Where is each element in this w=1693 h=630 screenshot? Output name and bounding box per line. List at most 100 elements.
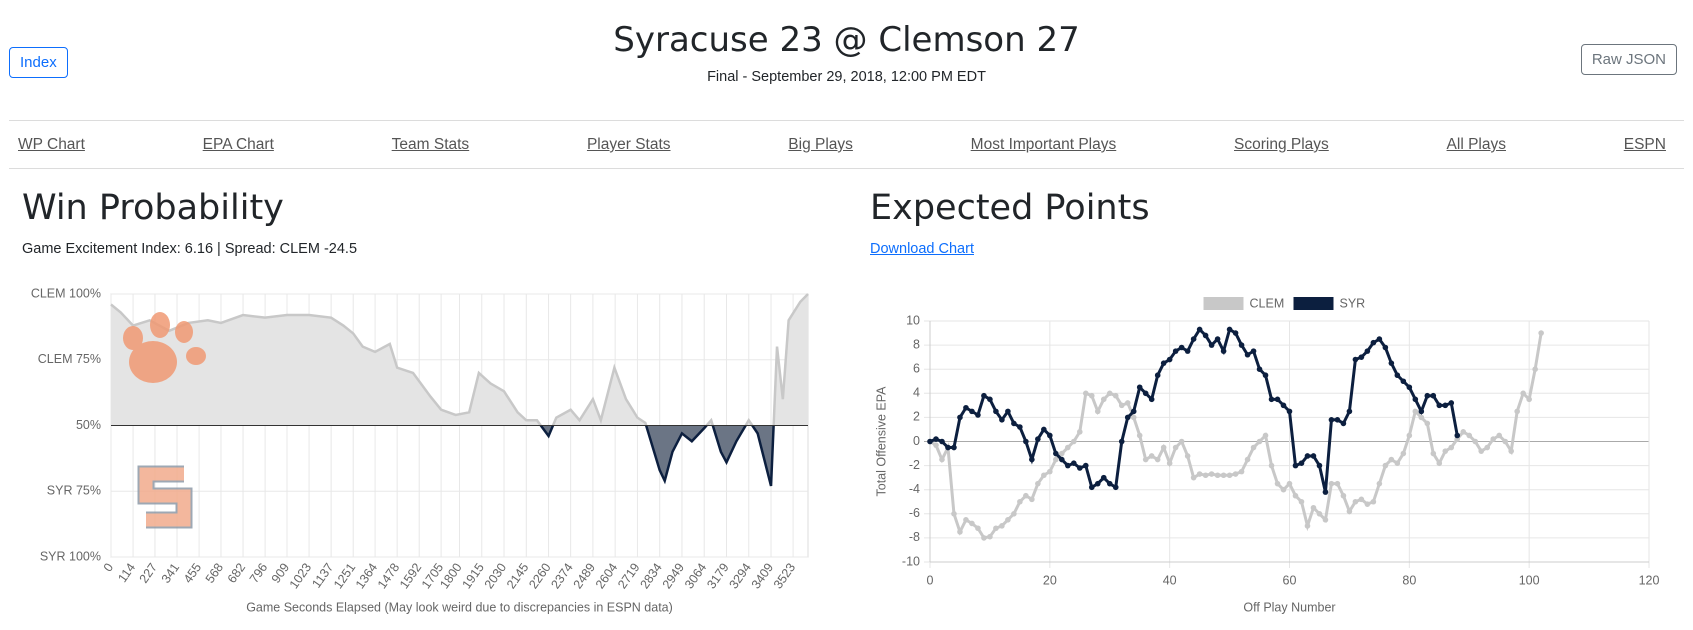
point — [1047, 432, 1053, 439]
x-tick-label: 3409 — [749, 561, 776, 592]
point — [963, 404, 969, 411]
x-tick-label: 1251 — [331, 561, 358, 592]
x-tick-label: 2834 — [637, 561, 664, 592]
point — [1202, 472, 1209, 479]
point — [987, 533, 993, 540]
nav-link[interactable]: Scoring Plays — [1234, 136, 1329, 153]
x-tick-label: 1915 — [460, 561, 487, 592]
point — [1280, 486, 1287, 493]
point — [1011, 511, 1017, 517]
point — [1262, 432, 1269, 439]
point — [1184, 453, 1191, 459]
point — [1220, 348, 1227, 354]
point — [1065, 462, 1071, 469]
raw-json-button[interactable]: Raw JSON — [1580, 44, 1677, 75]
point — [1071, 438, 1077, 445]
x-tick-label: 3523 — [771, 561, 798, 592]
point — [1394, 460, 1401, 466]
point — [1412, 408, 1419, 415]
nav-link[interactable]: Most Important Plays — [970, 136, 1117, 153]
point — [975, 525, 981, 532]
legend-label: CLEM — [1250, 296, 1285, 310]
x-tick-label: 1592 — [397, 561, 424, 592]
point — [1292, 462, 1299, 469]
nav-link[interactable]: Big Plays — [788, 136, 853, 153]
point — [945, 444, 951, 451]
point — [1166, 460, 1173, 466]
nav-link[interactable]: WP Chart — [18, 136, 85, 153]
point — [1502, 438, 1508, 445]
point — [1029, 496, 1035, 503]
x-axis-title: Game Seconds Elapsed (May look weird due… — [246, 600, 673, 614]
point — [1424, 392, 1431, 399]
clemson-paw — [129, 341, 177, 383]
x-tick-label: 2949 — [660, 561, 687, 592]
point — [1274, 480, 1281, 487]
point — [1334, 480, 1341, 487]
x-tick-label: 2030 — [482, 561, 509, 592]
point — [1448, 400, 1455, 406]
y-tick-label: 8 — [913, 337, 920, 351]
point — [1460, 429, 1467, 435]
point — [1412, 396, 1419, 403]
point — [1256, 366, 1263, 372]
nav-link[interactable]: ESPN — [1623, 136, 1666, 153]
point — [1406, 432, 1413, 439]
point — [1298, 498, 1305, 505]
y-tick-label: -10 — [902, 554, 920, 568]
x-tick-label: 3294 — [726, 561, 753, 592]
point — [1406, 384, 1413, 391]
point — [1250, 348, 1257, 354]
point — [1466, 432, 1473, 439]
point — [1310, 504, 1317, 511]
index-button[interactable]: Index — [9, 47, 68, 78]
point — [1274, 396, 1281, 403]
point — [933, 442, 939, 448]
point — [999, 417, 1005, 423]
point — [1244, 456, 1251, 463]
nav-link[interactable]: All Plays — [1446, 136, 1506, 153]
y-tick-label: SYR 75% — [47, 484, 101, 498]
point — [1394, 372, 1401, 379]
line-above — [110, 293, 809, 426]
team-logos — [123, 312, 206, 529]
point — [1508, 448, 1514, 454]
point — [1118, 438, 1125, 445]
nav-link[interactable]: EPA Chart — [202, 136, 274, 153]
point — [1082, 462, 1089, 469]
nav-link[interactable]: Player Stats — [586, 136, 671, 153]
syracuse-logo — [139, 467, 191, 527]
point — [1538, 330, 1544, 336]
download-link[interactable]: Download Chart — [870, 241, 974, 257]
point — [1041, 426, 1047, 433]
point — [1376, 480, 1383, 487]
point — [1047, 468, 1053, 475]
point — [1202, 332, 1209, 339]
point — [1178, 344, 1185, 351]
point — [1214, 472, 1221, 479]
point — [1226, 326, 1233, 333]
point — [1340, 420, 1347, 427]
point — [1304, 523, 1311, 529]
point — [1059, 456, 1065, 463]
point — [1053, 450, 1059, 457]
nav-link[interactable]: Team Stats — [391, 136, 470, 153]
y-tick-label: -4 — [909, 482, 920, 496]
point — [969, 408, 975, 415]
x-tick-label: 60 — [1283, 573, 1297, 587]
x-axis-title: Off Play Number — [1243, 600, 1335, 614]
point — [987, 396, 993, 403]
point — [1526, 396, 1532, 403]
point — [951, 511, 957, 517]
x-tick-label: 1023 — [287, 561, 314, 592]
point — [1484, 444, 1491, 451]
point — [1017, 498, 1023, 505]
point — [1424, 420, 1431, 427]
point — [1184, 348, 1191, 354]
point — [1232, 330, 1239, 336]
point — [1322, 489, 1329, 495]
point — [1334, 417, 1341, 423]
point — [1352, 356, 1359, 363]
point — [1142, 456, 1149, 463]
point — [1166, 356, 1173, 363]
